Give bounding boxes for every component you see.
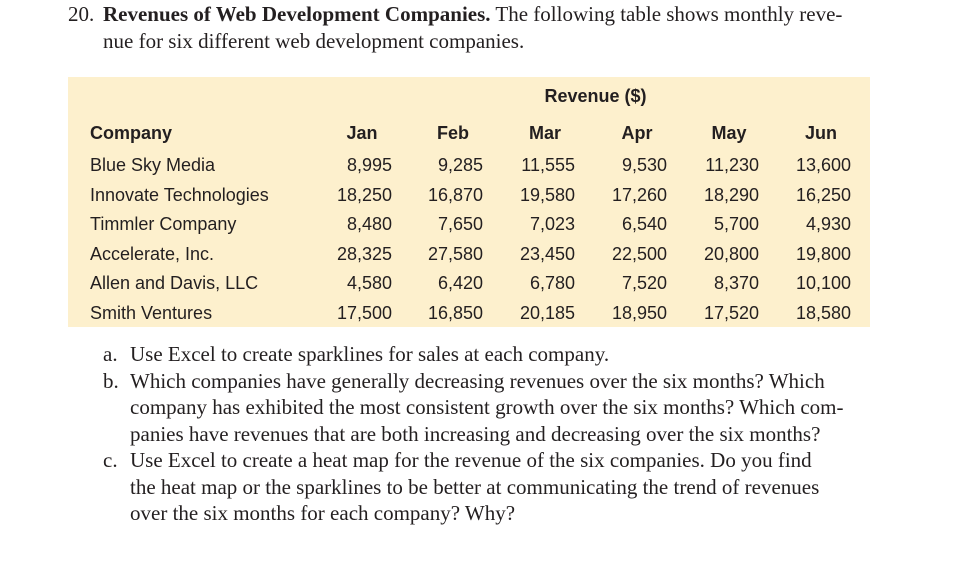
table: Revenue ($) Company Jan Feb Mar Apr May Jun Blu… [68,77,870,327]
revenue-cell: 5,700 [713,214,759,235]
revenue-cell: 4,580 [346,273,392,294]
column-header: Feb [436,123,469,143]
revenue-cell: 8,480 [346,214,392,235]
column-header: Jun [804,123,837,143]
problem-text: nue for six different web development co… [103,29,525,53]
column-header: May [711,123,747,143]
question-label: c. [103,448,118,472]
group-header: Revenue ($) [544,86,647,106]
question-label: a. [103,342,118,366]
revenue-cell: 17,520 [703,303,759,323]
revenue-cell: 16,850 [427,303,483,323]
problem-line: Revenues of Web Development Companies. T… [103,1,842,27]
revenue-cell: 9,530 [621,155,667,175]
revenue-cell: 22,500 [611,243,667,264]
question-text: panies have revenues that are both incre… [130,421,821,446]
column-header: Jan [346,123,378,143]
company-name: Allen and Davis, LLC [90,273,259,294]
revenue-cell: 18,950 [611,303,667,323]
revenue-cell: 7,650 [437,214,483,235]
problem-text: The following table shows monthly reve- [495,2,843,26]
company-name: Innovate Technologies [90,184,269,205]
revenue-cell: 17,500 [336,303,392,323]
question-label: b. [103,368,119,393]
question-text: company has exhibited the most consisten… [130,395,844,419]
problem-title: Revenues of Web Development Companies. [103,2,491,26]
revenue-cell: 20,800 [703,243,759,264]
revenue-cell: 20,185 [519,303,575,323]
question-text: the heat map or the sparklines to be bet… [130,474,820,499]
company-name: Timmler Company [90,214,237,235]
problem-number: 20. [68,2,95,26]
question-text: Which companies have generally decreasin… [130,368,825,393]
revenue-cell: 18,290 [703,184,759,205]
revenue-cell: 11,230 [705,155,759,175]
revenue-cell: 18,580 [795,303,851,323]
company-name: Smith Ventures [90,303,213,323]
revenue-cell: 11,555 [521,155,575,175]
column-header: Apr [621,123,653,143]
revenue-cell: 19,580 [519,184,575,205]
revenue-cell: 27,580 [427,243,483,264]
revenue-cell: 7,023 [529,214,575,235]
revenue-cell: 10,100 [795,273,851,294]
revenue-cell: 6,540 [621,214,667,235]
revenue-cell: 16,870 [427,184,483,205]
revenue-cell: 18,250 [336,184,392,205]
question-text: over the six months for each company? Wh… [130,501,516,525]
company-name: Blue Sky Media [90,155,216,175]
revenue-cell: 17,260 [611,184,667,205]
revenue-cell: 8,370 [713,273,759,294]
revenue-cell: 13,600 [795,155,851,175]
revenue-cell: 6,420 [437,273,483,294]
column-header: Company [90,123,173,143]
revenue-cell: 19,800 [795,243,851,264]
revenue-cell: 8,995 [346,155,392,175]
revenue-cell: 7,520 [621,273,667,294]
question-text: Use Excel to create sparklines for sales… [130,342,610,366]
revenue-cell: 6,780 [529,273,575,294]
revenue-cell: 9,285 [437,155,483,175]
question-text: Use Excel to create a heat map for the r… [130,448,812,472]
revenue-cell: 28,325 [336,243,392,264]
company-name: Accelerate, Inc. [90,243,215,264]
revenue-cell: 16,250 [795,184,851,205]
revenue-cell: 23,450 [519,243,575,264]
revenue-cell: 4,930 [805,214,851,235]
column-header: Mar [528,123,561,143]
